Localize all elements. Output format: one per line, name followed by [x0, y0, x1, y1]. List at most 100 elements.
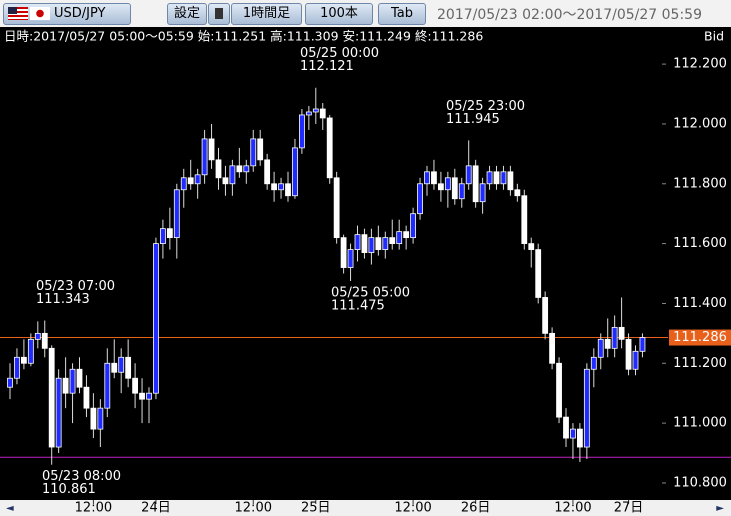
candle-body — [542, 297, 549, 334]
candle-body — [458, 183, 465, 200]
count-button[interactable]: 100本 — [305, 3, 373, 25]
candle-body — [417, 183, 423, 215]
annotation-time: 05/25 23:00 — [446, 99, 525, 114]
annotation-value: 111.475 — [331, 299, 385, 314]
scroll-left[interactable]: ◄ — [6, 503, 14, 514]
candle-body — [250, 138, 257, 167]
candle-body — [292, 147, 298, 197]
candle-body — [514, 189, 521, 197]
scroll-right[interactable]: ► — [716, 503, 724, 514]
candle-body — [111, 362, 118, 373]
candle-body — [34, 332, 41, 340]
candle-body — [583, 368, 590, 448]
candle-body — [285, 183, 291, 197]
candle-body — [507, 171, 514, 191]
candle-body — [7, 377, 13, 388]
x-tick-label: 12:00 — [235, 501, 272, 516]
candle-body — [159, 228, 166, 245]
annotation-time: 05/23 07:00 — [36, 279, 115, 294]
candle-body — [222, 177, 229, 185]
candle-body — [486, 171, 493, 185]
candle-body — [437, 183, 444, 191]
candle-body — [632, 350, 639, 370]
candle-body — [187, 177, 194, 185]
symbol-button[interactable]: USD/JPY — [3, 3, 131, 25]
candle-body — [76, 368, 83, 388]
candle-body — [20, 356, 27, 364]
candle-body — [597, 338, 604, 358]
candle-body — [521, 195, 528, 245]
y-tick-label: 111.600 — [673, 236, 727, 251]
symbol: USD/JPY — [54, 6, 106, 21]
candle-body — [326, 117, 333, 179]
candle-body — [625, 338, 632, 370]
candle-body — [479, 183, 486, 203]
candle-body — [146, 392, 152, 400]
candle-body — [97, 407, 104, 430]
candle-body — [180, 177, 187, 191]
x-tick-label: 24日 — [141, 501, 171, 516]
annotation-time: 05/23 08:00 — [42, 469, 121, 484]
tab-button[interactable]: Tab — [378, 3, 426, 25]
candle-body — [604, 338, 611, 349]
y-tick-label: 111.800 — [673, 176, 727, 191]
candle-body — [90, 407, 97, 430]
candle-body — [298, 114, 305, 149]
y-tick-label: 111.000 — [673, 416, 727, 431]
candle-body — [166, 228, 173, 239]
period-button[interactable]: 1時間足 — [231, 3, 302, 25]
candle-body — [500, 171, 507, 185]
calc-button[interactable] — [208, 3, 230, 25]
candle-body — [403, 231, 410, 239]
candle-body — [368, 237, 375, 253]
candle-body — [236, 165, 243, 173]
candle-body — [201, 138, 208, 176]
settings-button[interactable]: 設定 — [167, 3, 207, 25]
candle-body — [319, 108, 326, 119]
candle-body — [444, 177, 451, 191]
candle-body — [55, 377, 62, 448]
chart-bg — [0, 27, 731, 516]
candle-body — [48, 347, 55, 448]
ohlc-info: 日時:2017/05/27 05:00～05:59 始:111.251 高:11… — [4, 29, 483, 44]
candle-body — [590, 356, 597, 370]
current-price-label: 111.286 — [673, 330, 727, 345]
annotation-time: 05/25 00:00 — [300, 46, 379, 61]
jp-flag — [30, 7, 50, 20]
candle-body — [14, 356, 20, 379]
candle-body — [424, 171, 430, 185]
candle-body — [271, 183, 278, 191]
candle-body — [340, 237, 347, 268]
candle-body — [389, 237, 396, 245]
candle-body — [118, 356, 125, 373]
x-tick-label: 12:00 — [394, 501, 431, 516]
x-axis-bar — [0, 500, 731, 516]
candle-body — [410, 213, 417, 239]
candle-body — [354, 234, 361, 250]
candle-body — [83, 386, 90, 409]
candle-body — [104, 362, 111, 409]
y-tick-label: 112.000 — [673, 116, 727, 131]
x-tick-label: 12:00 — [554, 501, 591, 516]
candle-body — [62, 377, 69, 394]
x-tick-label: 27日 — [614, 501, 644, 516]
candle-body — [570, 428, 576, 439]
candle-body — [465, 165, 472, 185]
annotation-value: 111.343 — [36, 292, 90, 307]
chart: 日時:2017/05/27 05:00～05:59 始:111.251 高:11… — [0, 27, 731, 516]
annotation-time: 05/25 05:00 — [331, 286, 410, 301]
candle-body — [125, 356, 132, 379]
candle-body — [549, 332, 555, 364]
toolbar: USD/JPY 設定 1時間足 100本 Tab 2017/05/23 02:0… — [0, 0, 731, 27]
candle-body — [577, 428, 583, 448]
y-tick-label: 112.200 — [673, 57, 727, 72]
y-tick-label: 111.400 — [673, 296, 727, 311]
candle-body — [264, 159, 271, 185]
candle-body — [375, 237, 382, 250]
date-range: 2017/05/23 02:00～2017/05/27 05:59 — [437, 7, 702, 23]
candle-body — [41, 332, 48, 349]
x-tick-label: 25日 — [301, 501, 331, 516]
candle-body — [382, 237, 389, 250]
candle-body — [493, 171, 500, 185]
